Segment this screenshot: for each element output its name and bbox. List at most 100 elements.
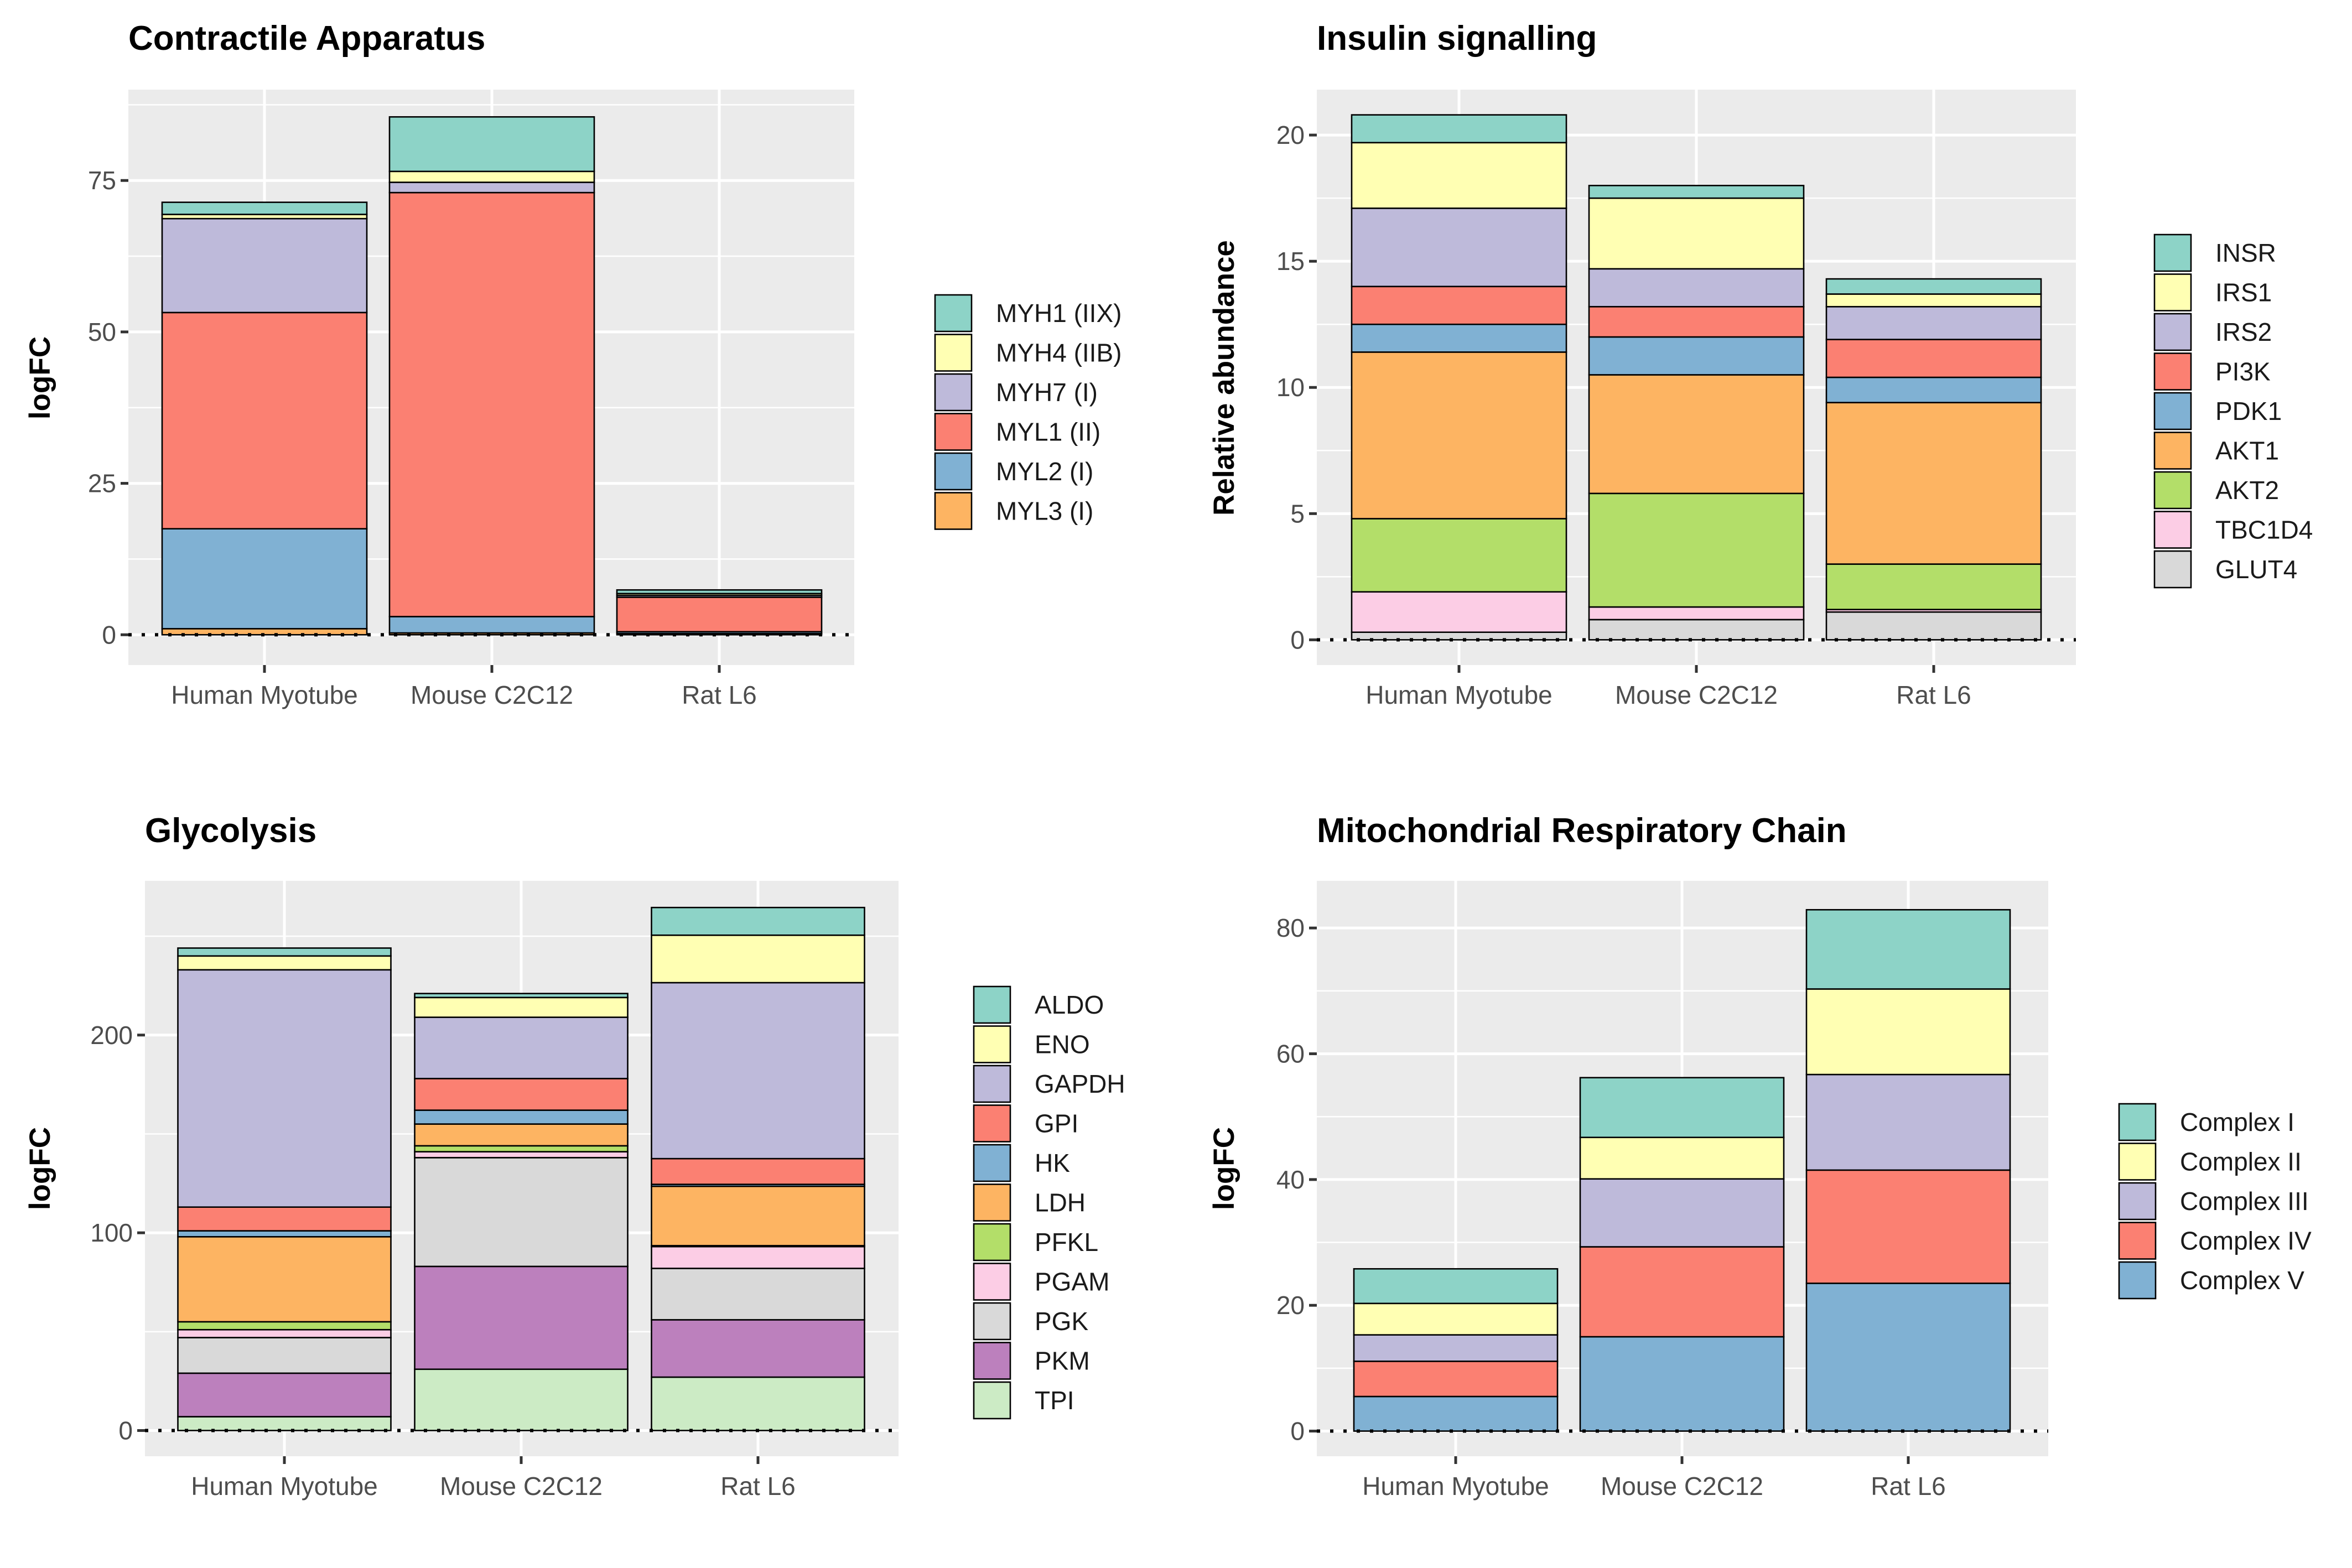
- legend-label: MYH7 (I): [996, 378, 1098, 407]
- legend-label: ALDO: [1035, 990, 1104, 1019]
- bar-segment: [177, 947, 392, 957]
- legend-label: GPI: [1035, 1109, 1078, 1138]
- bar-segment: [177, 1372, 392, 1418]
- bar-segment: [161, 528, 368, 630]
- bar-segment: [1825, 339, 2042, 378]
- bar-segment: [1825, 611, 2042, 641]
- legend-swatch: [934, 334, 973, 372]
- bar-segment: [414, 1109, 629, 1125]
- bar-segment: [1351, 351, 1567, 520]
- bar-segment: [1825, 563, 2042, 610]
- bar-segment: [161, 201, 368, 215]
- legend-swatch: [2153, 550, 2192, 589]
- legend-label: PGAM: [1035, 1268, 1109, 1296]
- bar-segment: [651, 1157, 865, 1185]
- bar-segment: [414, 1151, 629, 1159]
- legend-swatch: [973, 1342, 1011, 1380]
- y-tick-label: 5: [1290, 499, 1305, 528]
- bar-segment: [1351, 142, 1567, 209]
- y-tick-label: 0: [118, 1416, 133, 1445]
- legend-label: ENO: [1035, 1030, 1090, 1059]
- y-tick-label: 100: [90, 1218, 133, 1247]
- bar-segment: [177, 955, 392, 971]
- x-tick-label: Mouse C2C12: [411, 681, 573, 709]
- bar-segment: [161, 311, 368, 529]
- bar-segment: [1579, 1178, 1785, 1248]
- bar-segment: [1353, 1302, 1559, 1336]
- x-tick-label: Rat L6: [720, 1472, 796, 1500]
- bar-segment: [1579, 1336, 1785, 1432]
- chart-insulin-signalling: Insulin signalling Relative abundance 0 5…: [1208, 19, 2313, 709]
- bar-segment: [1588, 492, 1805, 608]
- bar-segment: [1579, 1136, 1785, 1180]
- chart-title: Mitochondrial Respiratory Chain: [1317, 812, 1847, 850]
- legend-label: PGK: [1035, 1307, 1088, 1336]
- bar-segment: [1588, 606, 1805, 621]
- y-tick-label: 60: [1276, 1040, 1305, 1068]
- legend-label: TBC1D4: [2215, 516, 2313, 544]
- legend-swatch: [2153, 352, 2192, 391]
- bar-segment: [388, 170, 595, 183]
- bar-segment: [1351, 114, 1567, 144]
- y-tick-label: 20: [1276, 121, 1305, 149]
- legend-swatch: [973, 1223, 1011, 1261]
- bar-segment: [1805, 1283, 2011, 1432]
- y-tick-label: 0: [1290, 625, 1305, 654]
- bar-segment: [1353, 1361, 1559, 1398]
- legend-swatch: [934, 413, 973, 451]
- bar-segment: [1351, 518, 1567, 593]
- y-tick-label: 75: [88, 166, 116, 195]
- bar-segment: [177, 1230, 392, 1238]
- y-tick-label: 200: [90, 1021, 133, 1050]
- bar-segment: [388, 181, 595, 194]
- legend-label: HK: [1035, 1149, 1070, 1177]
- y-axis-label: logFC: [1208, 1127, 1240, 1210]
- chart-title: Glycolysis: [145, 812, 316, 850]
- legend-label: Complex II: [2180, 1148, 2302, 1176]
- bar-segment: [388, 191, 595, 617]
- legend-swatch: [973, 1065, 1011, 1103]
- y-tick-label: 50: [88, 318, 116, 346]
- legend-label: MYL2 (I): [996, 457, 1093, 486]
- y-tick-label: 10: [1276, 373, 1305, 402]
- bar-segment: [1805, 908, 2011, 990]
- legend-swatch: [973, 1025, 1011, 1063]
- legend-label: Complex III: [2180, 1187, 2309, 1216]
- bar-segment: [1351, 285, 1567, 325]
- legend-swatch: [934, 294, 973, 333]
- legend-label: PI3K: [2215, 357, 2271, 386]
- bar-segment: [616, 589, 823, 595]
- bar-segment: [1805, 1169, 2011, 1284]
- legend-label: TPI: [1035, 1386, 1074, 1415]
- legend-label: PDK1: [2215, 397, 2282, 425]
- legend-swatch: [973, 1302, 1011, 1341]
- bar-segment: [1351, 591, 1567, 634]
- bar-segment: [161, 217, 368, 314]
- legend-swatch: [2153, 471, 2192, 510]
- y-tick-label: 40: [1276, 1165, 1305, 1194]
- plot-layer: 0 100 200 Human Myotube Mouse C2C12 Rat L6: [90, 881, 899, 1500]
- bar-segment: [1588, 197, 1805, 270]
- legend-label: PFKL: [1035, 1228, 1098, 1257]
- bar-segment: [616, 596, 823, 633]
- legend-swatch: [2118, 1222, 2157, 1260]
- bar-segment: [1351, 323, 1567, 353]
- chart-glycolysis: Glycolysis logFC 0 100 200 Human Myotube Mou…: [24, 812, 1125, 1500]
- legend-label: MYL1 (II): [996, 418, 1100, 446]
- bar-segment: [177, 1416, 392, 1431]
- legend-swatch: [2153, 511, 2192, 549]
- bar-segment: [1588, 185, 1805, 199]
- legend-swatch: [2118, 1103, 2157, 1141]
- bar-segment: [1588, 305, 1805, 338]
- bar-segment: [414, 1078, 629, 1111]
- chart-contractile-apparatus: Contractile Apparatus logFC 0 25 50 75 Human…: [24, 19, 1122, 709]
- bar-segment: [1588, 268, 1805, 308]
- bar-segment: [1588, 619, 1805, 641]
- bar-segment: [177, 1206, 392, 1232]
- x-tick-label: Human Myotube: [1365, 681, 1553, 709]
- bar-segment: [1353, 1268, 1559, 1305]
- plot-layer: 0 25 50 75 Human Myotube Mouse C2C12 Rat L6: [88, 90, 854, 709]
- legend-label: INSR: [2215, 238, 2276, 267]
- legend: Complex I Complex II Complex III Complex IV…: [2118, 1103, 2312, 1300]
- legend-label: LDH: [1035, 1188, 1086, 1217]
